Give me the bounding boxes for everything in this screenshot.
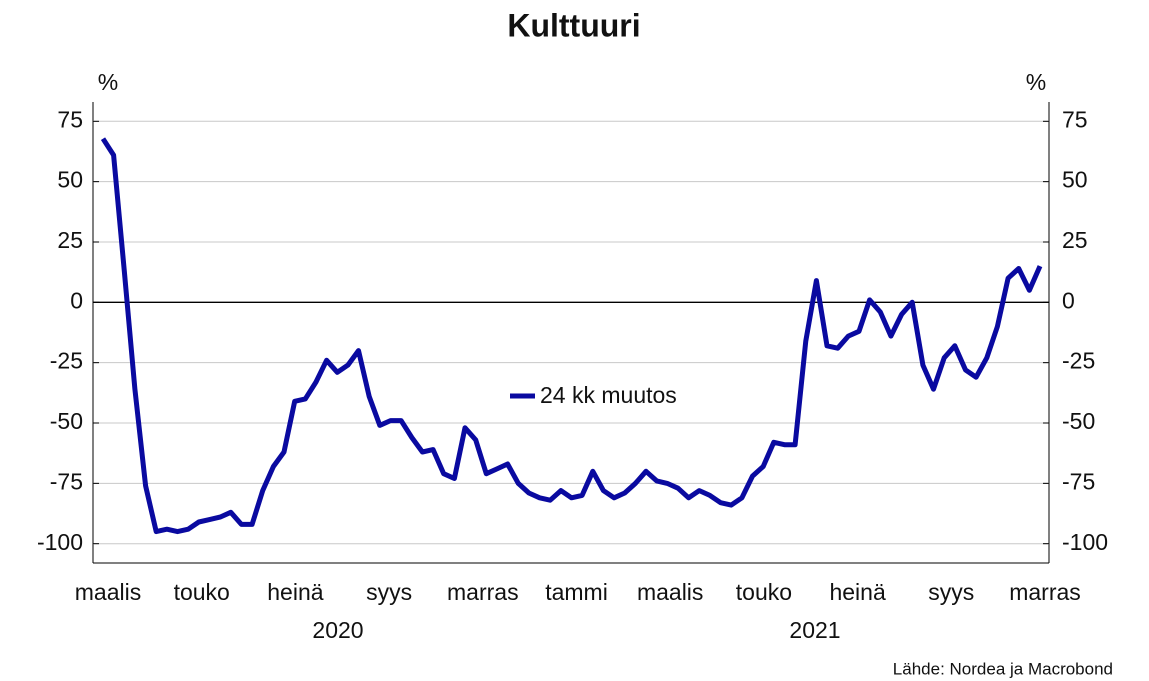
y2-tick-label: 50: [1062, 167, 1088, 193]
y2-tick-label: -100: [1062, 529, 1108, 555]
y-tick-label: 75: [57, 106, 83, 132]
x-tick-label: marras: [1009, 579, 1081, 605]
y2-tick-label: 75: [1062, 106, 1088, 132]
year-label: 2021: [789, 617, 840, 643]
y2-tick-label: -50: [1062, 408, 1095, 434]
y2-tick-label: -75: [1062, 468, 1095, 494]
x-tick-label: touko: [736, 579, 792, 605]
series-line: [100, 137, 1043, 535]
x-tick-label: maalis: [637, 579, 703, 605]
y-tick-label: -75: [50, 468, 83, 494]
x-tick-label: heinä: [829, 579, 885, 605]
chart-title: Kulttuuri: [507, 7, 640, 43]
y-tick-label: -50: [50, 408, 83, 434]
x-tick-label: syys: [366, 579, 412, 605]
y-tick-label: -100: [37, 529, 83, 555]
x-tick-label: syys: [928, 579, 974, 605]
y-tick-label: 50: [57, 167, 83, 193]
y2-tick-label: 0: [1062, 287, 1075, 313]
y2-unit: %: [1026, 69, 1046, 95]
y-unit: %: [98, 69, 118, 95]
y-tick-label: 25: [57, 227, 83, 253]
x-tick-label: maalis: [75, 579, 141, 605]
x-tick-label: touko: [174, 579, 230, 605]
x-tick-label: tammi: [545, 579, 608, 605]
legend-label: 24 kk muutos: [540, 382, 677, 408]
y2-tick-label: -25: [1062, 348, 1095, 374]
x-tick-label: heinä: [267, 579, 323, 605]
year-label: 2020: [312, 617, 363, 643]
y-tick-label: 0: [70, 287, 83, 313]
y-tick-label: -25: [50, 348, 83, 374]
source: Lähde: Nordea ja Macrobond: [893, 659, 1113, 678]
x-tick-label: marras: [447, 579, 519, 605]
y2-tick-label: 25: [1062, 227, 1088, 253]
